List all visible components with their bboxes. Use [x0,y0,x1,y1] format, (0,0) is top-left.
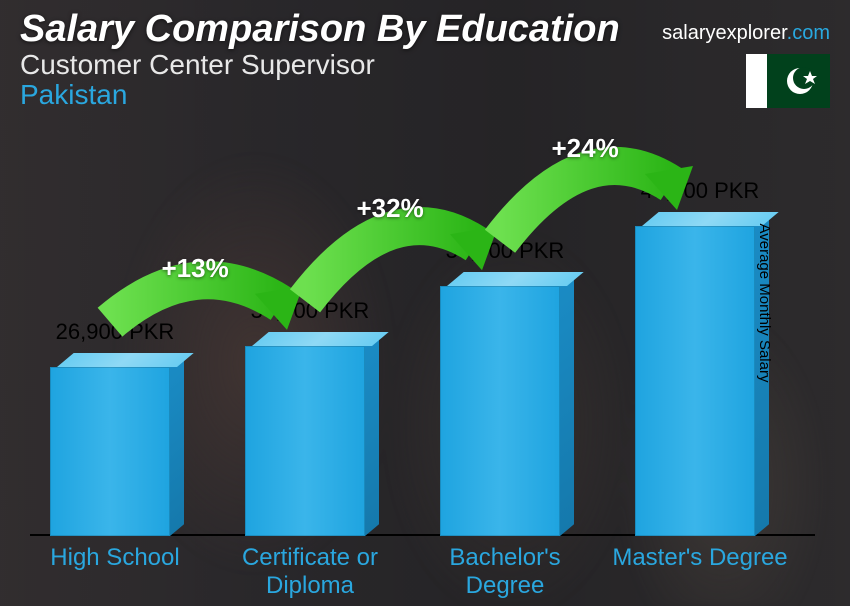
salary-bar-chart: 26,900 PKR30,300 PKR39,800 PKR49,400 PKR [30,206,815,536]
bar-front [440,286,560,536]
y-axis-label: Average Monthly Salary [756,224,773,383]
bar-front [50,367,170,536]
bar-0 [50,367,185,536]
bar-value-label: 39,800 PKR [415,238,595,264]
country-name: Pakistan [20,79,830,111]
bar-1 [245,346,380,536]
bar-3 [635,226,770,536]
bar-top [57,353,194,367]
category-label: Bachelor's Degree [410,544,600,599]
bar-top [447,272,584,286]
category-label: High School [20,544,210,572]
category-label: Certificate or Diploma [215,544,405,599]
bar-front [245,346,365,536]
job-title: Customer Center Supervisor [20,49,830,81]
increase-percent: +13% [162,253,229,284]
increase-percent: +24% [552,133,619,164]
increase-percent: +32% [357,193,424,224]
bar-side [170,355,184,536]
bar-top [252,332,389,346]
brand-name: salaryexplorer [662,22,787,44]
bar-front [635,226,755,536]
brand-logo: salaryexplorer.com [662,22,830,45]
bar-value-label: 26,900 PKR [25,319,205,345]
bar-value-label: 49,400 PKR [610,178,790,204]
bar-side [365,334,379,536]
category-labels: High SchoolCertificate or DiplomaBachelo… [30,540,815,606]
bar-side [560,274,574,536]
flag-pakistan [746,54,830,108]
category-label: Master's Degree [605,544,795,572]
bar-2 [440,286,575,536]
bar-value-label: 30,300 PKR [220,298,400,324]
brand-suffix: .com [787,22,830,44]
